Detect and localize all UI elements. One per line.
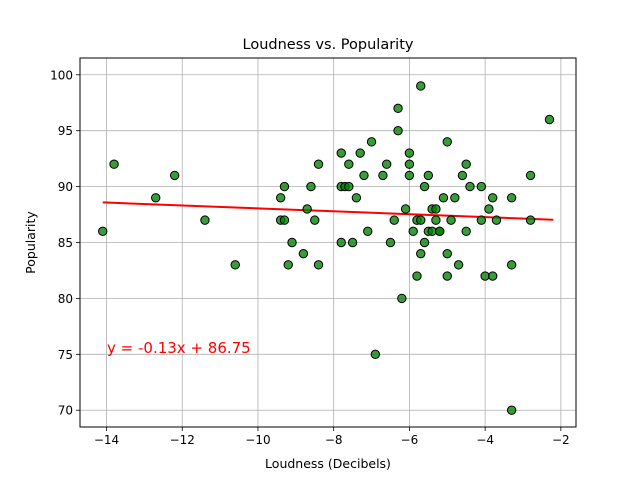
data-point xyxy=(484,204,494,214)
data-point xyxy=(461,226,471,237)
data-point xyxy=(355,148,365,158)
data-point xyxy=(506,193,517,203)
data-point xyxy=(283,260,293,270)
y-axis-ticks: 70 75 80 85 90 95 100 xyxy=(50,68,80,418)
y-tick-label: 95 xyxy=(58,124,73,138)
data-point xyxy=(442,137,452,147)
data-point xyxy=(306,181,316,192)
data-point xyxy=(465,181,475,192)
data-point xyxy=(302,204,312,214)
data-point xyxy=(313,260,324,270)
data-point xyxy=(151,193,161,203)
y-tick-label: 100 xyxy=(50,68,73,82)
data-point xyxy=(476,181,487,192)
data-point xyxy=(416,248,426,259)
x-tick-label: −12 xyxy=(170,433,195,447)
y-axis-label: Popularity xyxy=(23,211,38,274)
data-point xyxy=(544,114,555,125)
data-point xyxy=(404,170,415,181)
data-point xyxy=(488,271,498,281)
data-point xyxy=(491,215,502,225)
data-point xyxy=(412,271,422,281)
data-points xyxy=(98,81,555,415)
data-point xyxy=(385,237,396,248)
grid xyxy=(80,58,576,427)
y-tick-label: 80 xyxy=(58,292,73,306)
data-point xyxy=(453,260,464,270)
data-point xyxy=(476,215,487,225)
data-point xyxy=(408,226,418,237)
data-point xyxy=(389,215,399,225)
data-point xyxy=(419,181,430,192)
data-point xyxy=(416,81,426,91)
data-point xyxy=(230,260,240,270)
data-point xyxy=(525,215,536,225)
data-point xyxy=(381,159,392,169)
data-point xyxy=(298,248,309,259)
data-point xyxy=(279,215,290,225)
data-point xyxy=(434,226,445,237)
x-tick-label: −10 xyxy=(245,433,270,447)
data-point xyxy=(450,193,460,203)
data-point xyxy=(359,170,369,181)
data-point xyxy=(109,159,119,169)
x-axis-label: Loudness (Decibels) xyxy=(265,456,391,471)
data-point xyxy=(397,293,407,304)
data-point xyxy=(344,159,354,169)
data-point xyxy=(366,137,377,147)
data-point xyxy=(404,148,415,158)
y-tick-label: 85 xyxy=(58,236,73,250)
x-tick-label: −4 xyxy=(476,433,494,447)
x-tick-label: −6 xyxy=(401,433,419,447)
data-point xyxy=(416,215,426,225)
data-point xyxy=(363,226,373,237)
data-point xyxy=(370,349,381,360)
x-tick-label: −14 xyxy=(94,433,119,447)
data-point xyxy=(393,103,403,114)
data-point xyxy=(461,159,471,169)
data-point xyxy=(423,170,434,181)
data-point xyxy=(446,215,456,225)
data-point xyxy=(336,148,346,158)
data-point xyxy=(275,193,286,203)
data-point xyxy=(200,215,210,225)
y-tick-label: 75 xyxy=(58,348,73,362)
data-point xyxy=(336,237,346,248)
data-point xyxy=(344,181,354,192)
data-point xyxy=(488,193,498,203)
data-point xyxy=(506,260,517,270)
data-point xyxy=(347,237,358,248)
data-point xyxy=(525,170,536,181)
data-point xyxy=(400,204,411,214)
chart-title: Loudness vs. Popularity xyxy=(243,37,414,53)
data-point xyxy=(351,193,362,203)
x-axis-ticks: −14 −12 −10 −8 −6 −4 −2 xyxy=(94,427,570,447)
data-point xyxy=(378,170,388,181)
data-point xyxy=(393,125,403,136)
data-point xyxy=(310,215,320,225)
data-point xyxy=(404,159,415,169)
regression-equation: y = -0.13x + 86.75 xyxy=(107,339,251,357)
y-tick-label: 90 xyxy=(58,180,73,194)
data-point xyxy=(98,226,108,237)
data-point xyxy=(287,237,297,248)
data-point xyxy=(431,215,441,225)
data-point xyxy=(438,193,449,203)
data-point xyxy=(419,237,430,248)
data-point xyxy=(169,170,180,181)
data-point xyxy=(313,159,324,169)
data-point xyxy=(442,248,452,259)
x-tick-label: −2 xyxy=(552,433,570,447)
data-point xyxy=(506,405,517,415)
y-tick-label: 70 xyxy=(58,404,73,418)
x-tick-label: −8 xyxy=(325,433,343,447)
data-point xyxy=(442,271,452,281)
data-point xyxy=(457,170,468,181)
data-point xyxy=(431,204,441,214)
data-point xyxy=(279,181,290,192)
